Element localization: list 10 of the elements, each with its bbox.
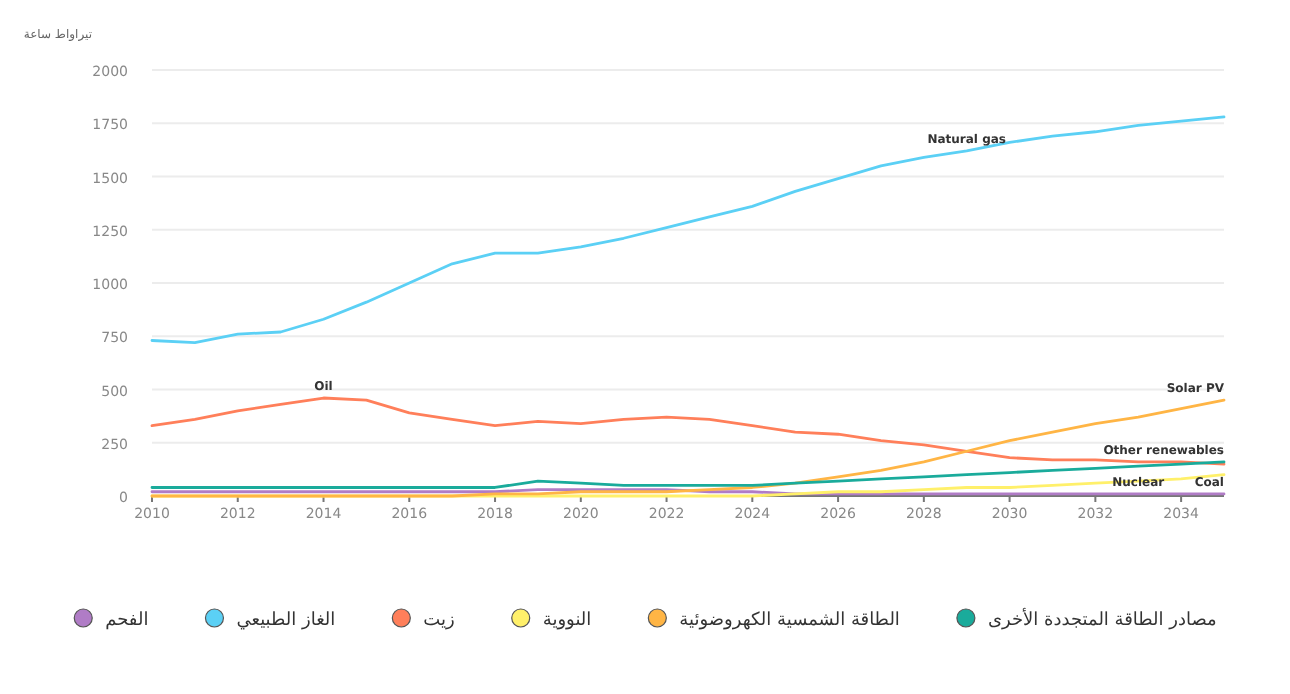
line-series xyxy=(150,396,1226,466)
line-series xyxy=(150,460,1226,489)
line-series xyxy=(150,398,1226,498)
legend-label: الفحم xyxy=(105,611,149,631)
line-series xyxy=(150,115,1226,345)
legend-label: الغاز الطبيعي xyxy=(236,611,336,631)
legend-label: مصادر الطاقة المتجددة الأخرى xyxy=(987,607,1218,631)
legend-label: الطاقة الشمسية الكهروضوئية xyxy=(679,611,900,631)
legend-label: زيت xyxy=(423,611,455,631)
legend-label: النووية xyxy=(542,611,592,631)
